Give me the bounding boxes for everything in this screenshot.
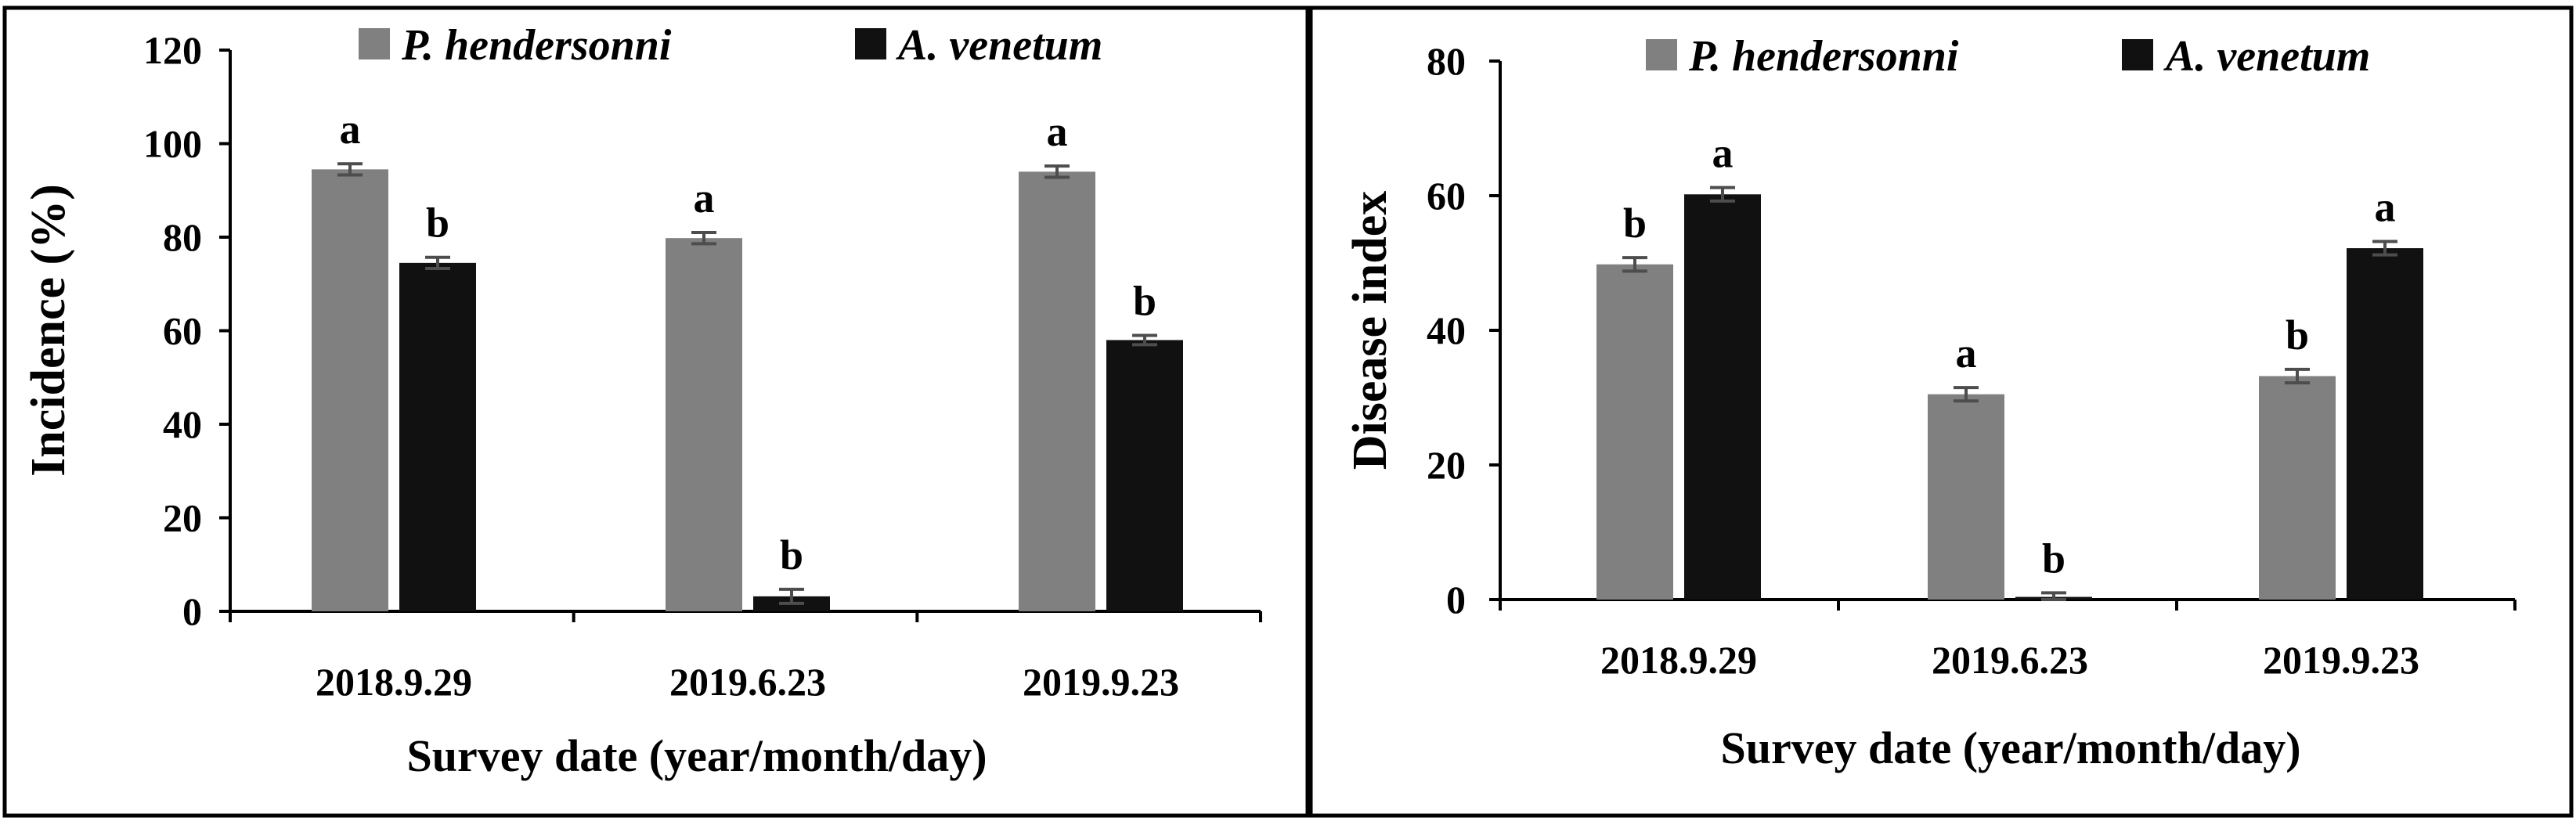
panel-right-frame	[1308, 5, 2574, 818]
significance-letter: a	[1956, 330, 1977, 376]
x-tick-label: 2018.9.29	[1600, 638, 1757, 682]
significance-letter: b	[1623, 200, 1647, 247]
y-tick-label: 0	[1446, 578, 1466, 621]
y-tick-label: 20	[163, 496, 202, 540]
y-axis-title: Incidence (%)	[22, 184, 75, 477]
significance-letter: a	[340, 106, 361, 153]
bar-p-hendersonni-2019-6-23	[666, 238, 742, 611]
x-tick-label: 2018.9.29	[316, 660, 472, 704]
bar-a-venetum-2018-9-29	[1684, 194, 1761, 600]
bar-a-venetum-2019-9-23	[1106, 340, 1183, 611]
significance-letter: b	[2042, 535, 2065, 582]
significance-letter: b	[426, 200, 449, 247]
bar-a-venetum-2019-9-23	[2347, 248, 2423, 600]
legend-label: P. hendersonni	[401, 21, 672, 70]
x-axis-title: Survey date (year/month/day)	[406, 730, 987, 781]
y-tick-label: 60	[1427, 174, 1466, 218]
bar-p-hendersonni-2019-9-23	[2259, 376, 2336, 600]
legend-label: A. venetum	[2163, 32, 2370, 81]
x-axis-title: Survey date (year/month/day)	[1720, 722, 2300, 773]
y-tick-label: 20	[1427, 443, 1466, 487]
significance-letter: a	[1047, 108, 1068, 155]
y-tick-label: 40	[1427, 308, 1466, 352]
significance-letter: b	[1133, 277, 1156, 324]
significance-letter: b	[780, 531, 803, 578]
x-tick-label: 2019.9.23	[1023, 660, 1179, 704]
x-tick-label: 2019.6.23	[669, 660, 826, 704]
y-tick-label: 80	[163, 215, 202, 259]
bar-p-hendersonni-2019-6-23	[1928, 394, 2004, 600]
legend-swatch	[2122, 39, 2153, 70]
y-axis-title: Disease index	[1344, 191, 1397, 470]
y-tick-label: 120	[143, 28, 202, 72]
legend-swatch	[1646, 39, 1677, 70]
legend-label: A. venetum	[896, 21, 1102, 70]
significance-letter: a	[694, 175, 715, 222]
y-tick-label: 60	[163, 309, 202, 353]
legend-label: P. hendersonni	[1688, 32, 1959, 81]
significance-letter: a	[1712, 130, 1734, 177]
x-tick-label: 2019.6.23	[1932, 638, 2088, 682]
significance-letter: b	[2286, 312, 2309, 358]
bar-p-hendersonni-2019-9-23	[1019, 171, 1095, 612]
y-tick-label: 100	[143, 122, 202, 166]
bar-p-hendersonni-2018-9-29	[1596, 264, 1673, 600]
incidence-chart: 0 20 40 60 80 100 120 a a a b b b 2018.9.29 2019.6.23 2…	[22, 21, 1262, 781]
legend-swatch	[359, 28, 390, 59]
legend-swatch	[855, 28, 886, 59]
y-tick-label: 0	[182, 589, 202, 633]
significance-letter: a	[2375, 183, 2396, 230]
panel-left-frame	[2, 5, 1310, 818]
y-tick-label: 80	[1427, 39, 1466, 83]
bar-p-hendersonni-2018-9-29	[312, 169, 388, 612]
y-tick-label: 40	[163, 402, 202, 446]
bar-a-venetum-2018-9-29	[399, 262, 476, 611]
x-tick-label: 2019.9.23	[2263, 638, 2419, 682]
disease-index-chart: 0 20 40 60 80 b a b a b a 2018.9.29 2019.6.23 2019.9.…	[1344, 32, 2516, 773]
